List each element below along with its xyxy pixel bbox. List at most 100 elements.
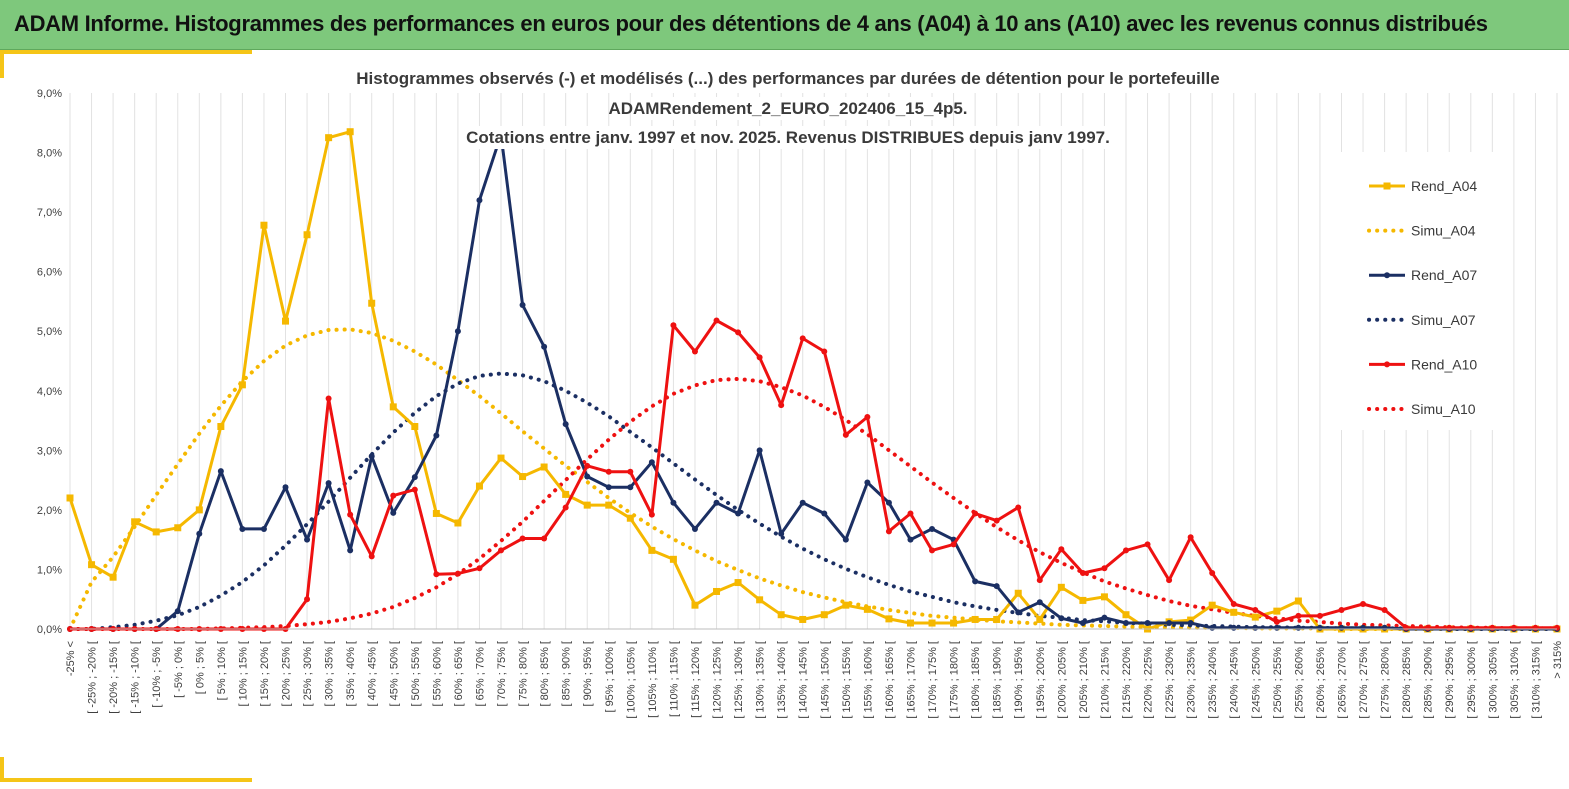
x-tick-label: [ 215% ; 220% [ [1121, 641, 1133, 719]
x-tick-label: [ 220% ; 225% [ [1143, 641, 1155, 719]
data-point [260, 221, 268, 229]
data-point [820, 611, 828, 619]
data-point [66, 494, 74, 502]
data-point [950, 541, 957, 548]
x-tick-label: [ 280% ; 285% [ [1401, 641, 1413, 719]
accent-bar-top [0, 50, 252, 54]
data-point [1208, 601, 1216, 609]
data-point [907, 536, 914, 543]
data-point [1273, 624, 1280, 631]
x-tick-label: [ 180% ; 185% [ [970, 641, 982, 719]
page-title: ADAM Informe. Histogrammes des performan… [14, 11, 1488, 36]
data-point [541, 535, 548, 542]
x-tick-label: [ 245% ; 250% [ [1250, 641, 1262, 719]
data-point [1446, 624, 1453, 631]
data-point [476, 565, 483, 572]
data-point [1209, 624, 1216, 631]
data-point [1467, 624, 1474, 631]
data-point [1036, 615, 1044, 623]
data-point [1014, 589, 1022, 597]
data-point [540, 463, 548, 471]
y-tick-label: 7,0% [37, 207, 62, 219]
data-point [1079, 570, 1086, 577]
data-point [1230, 624, 1237, 631]
legend-label: Rend_A07 [1411, 267, 1477, 283]
data-point [885, 499, 892, 506]
data-point [1316, 612, 1323, 619]
data-point [993, 615, 1001, 623]
data-point [713, 587, 721, 595]
data-point [304, 536, 311, 543]
data-point [1294, 597, 1302, 605]
chart-title-line: Histogrammes observés (-) et modélisés (… [356, 69, 1219, 88]
data-point [1230, 600, 1237, 607]
data-point [282, 484, 289, 491]
data-point [1554, 624, 1560, 631]
legend-marker [1384, 272, 1390, 279]
x-tick-label: [ 80% ; 85% [ [539, 641, 551, 706]
y-tick-label: 1,0% [37, 564, 62, 576]
data-point [174, 608, 181, 615]
data-point [454, 328, 461, 335]
data-point [735, 510, 742, 517]
data-point [454, 570, 461, 577]
data-point [1360, 624, 1367, 631]
x-tick-label: [ 275% ; 280% [ [1380, 641, 1392, 719]
data-point [433, 432, 440, 439]
x-tick-label: [ 205% ; 210% [ [1078, 641, 1090, 719]
series-Simu_A10 [68, 376, 1559, 631]
x-tick-label: [ 65% ; 70% [ [474, 641, 486, 706]
data-point [756, 354, 763, 361]
data-point [648, 459, 655, 466]
y-tick-label: 4,0% [37, 386, 62, 398]
legend-box [1330, 152, 1506, 430]
data-point [1251, 613, 1259, 621]
data-point [1403, 624, 1410, 631]
data-point [432, 509, 440, 517]
data-point [109, 573, 117, 581]
data-point [906, 619, 914, 627]
data-point [885, 528, 892, 535]
y-tick-label: 3,0% [37, 445, 62, 457]
x-tick-label: [ 30% ; 35% [ [324, 641, 336, 706]
data-point [1166, 620, 1173, 627]
x-tick-label: [ 295% ; 300% [ [1466, 641, 1478, 719]
data-point [1209, 570, 1216, 577]
y-tick-label: 6,0% [37, 267, 62, 279]
x-tick-label: [ 200% ; 205% [ [1056, 641, 1068, 719]
x-tick-label: [ 150% ; 155% [ [841, 641, 853, 719]
data-point [605, 484, 612, 491]
data-point [1122, 547, 1129, 554]
data-point [777, 611, 785, 619]
x-tick-label: [ 135% ; 140% [ [776, 641, 788, 719]
data-point [1101, 614, 1108, 621]
x-tick-label: [ 300% ; 305% [ [1487, 641, 1499, 719]
data-point [1338, 624, 1345, 631]
x-tick-label: [ 55% ; 60% [ [431, 641, 443, 706]
x-tick-label: -25% < [65, 641, 77, 676]
data-point [1187, 620, 1194, 627]
x-tick-label: [ 250% ; 255% [ [1272, 641, 1284, 719]
data-point [325, 134, 333, 142]
data-point [562, 421, 569, 428]
data-point [842, 536, 849, 543]
data-point [1079, 620, 1086, 627]
data-point [972, 578, 979, 585]
header-banner: ADAM Informe. Histogrammes des performan… [0, 0, 1569, 50]
x-tick-label: [ 190% ; 195% [ [1013, 641, 1025, 719]
accent-bar-left-bottom [0, 757, 4, 782]
data-point [670, 322, 677, 329]
x-tick-label: [ 40% ; 45% [ [367, 641, 379, 706]
title-background [463, 126, 1113, 149]
data-point [325, 395, 332, 402]
data-point [1100, 593, 1108, 601]
data-point [562, 490, 570, 498]
data-point [734, 579, 742, 587]
x-tick-label: > 315% [1552, 641, 1564, 679]
data-point [929, 525, 936, 532]
data-point [411, 486, 418, 493]
data-point [885, 615, 893, 623]
x-tick-label: [ 0% ; 5% [ [194, 641, 206, 694]
legend-marker [1384, 361, 1390, 368]
data-point [864, 479, 871, 486]
